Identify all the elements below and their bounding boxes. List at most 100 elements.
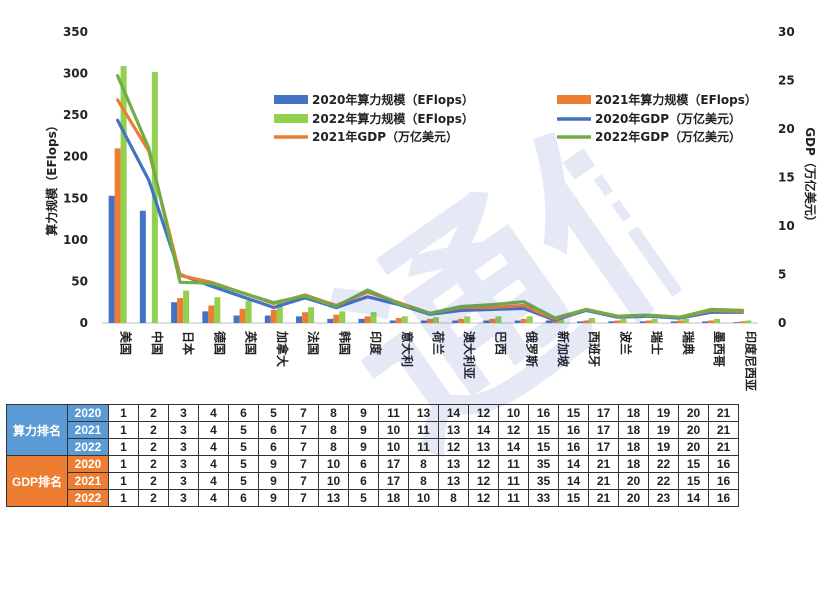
rank-cell: 4 — [198, 438, 229, 456]
rank-cell: 11 — [498, 455, 529, 473]
bar-2020年算力规模（EFlops） — [514, 320, 521, 323]
rank-cell: 20 — [678, 421, 709, 439]
rank-cell: 22 — [648, 455, 679, 473]
rank-cell: 9 — [258, 455, 289, 473]
bar-2020年算力规模（EFlops） — [483, 320, 490, 323]
rank-cell: 7 — [288, 421, 319, 439]
rank-cell: 7 — [288, 472, 319, 490]
rank-cell: 14 — [678, 489, 709, 507]
bar-2022年算力规模（EFlops） — [714, 318, 721, 323]
bar-2020年算力规模（EFlops） — [452, 320, 459, 323]
bar-2020年算力规模（EFlops） — [202, 311, 209, 323]
rank-cell: 9 — [258, 489, 289, 507]
rank-cell: 8 — [318, 438, 349, 456]
bar-2021年算力规模（EFlops） — [458, 318, 465, 323]
line-2022年GDP（万亿美元） — [115, 74, 745, 320]
rank-cell: 9 — [258, 472, 289, 490]
rank-cell: 7 — [288, 455, 319, 473]
rank-cell: 19 — [648, 438, 679, 456]
rank-cell: 13 — [438, 472, 469, 490]
category-label: 加拿大 — [275, 330, 290, 367]
bar-2022年算力规模（EFlops） — [682, 318, 689, 323]
bar-2021年算力规模（EFlops） — [208, 305, 215, 323]
bar-2021年算力规模（EFlops） — [364, 316, 371, 323]
bar-2022年算力规模（EFlops） — [557, 318, 564, 323]
rank-cell: 13 — [408, 404, 439, 422]
rank-cell: 15 — [678, 472, 709, 490]
bar-2020年算力规模（EFlops） — [327, 318, 334, 323]
rank-cell: 2 — [138, 489, 169, 507]
rank-cell: 10 — [318, 472, 349, 490]
rank-cell: 21 — [708, 421, 739, 439]
legend-label: 2021年GDP（万亿美元） — [312, 129, 458, 144]
rank-cell: 9 — [348, 421, 379, 439]
bar-2022年算力规模（EFlops） — [214, 297, 221, 323]
left-tick-label: 50 — [71, 274, 88, 288]
rank-cell: 4 — [198, 421, 229, 439]
bar-2022年算力规模（EFlops） — [495, 316, 502, 323]
category-label: 荷兰 — [431, 330, 446, 355]
bar-2022年算力规模（EFlops） — [245, 300, 252, 323]
right-tick-label: 15 — [778, 171, 795, 185]
rank-cell: 15 — [558, 404, 589, 422]
rank-cell: 19 — [648, 404, 679, 422]
category-label: 英国 — [244, 331, 259, 355]
right-tick-label: 5 — [778, 268, 786, 282]
legend-swatch — [274, 95, 308, 104]
bar-2020年算力规模（EFlops） — [702, 321, 709, 323]
rank-cell: 1 — [108, 421, 139, 439]
rank-cell: 11 — [498, 489, 529, 507]
bar-2021年算力规模（EFlops） — [520, 318, 527, 323]
rank-cell: 6 — [258, 438, 289, 456]
bar-2021年算力规模（EFlops） — [177, 298, 184, 323]
bar-2021年算力规模（EFlops） — [239, 308, 246, 323]
right-tick-label: 30 — [778, 25, 795, 39]
rank-cell: 17 — [588, 404, 619, 422]
bar-2022年算力规模（EFlops） — [526, 316, 533, 323]
rank-cell: 2 — [138, 472, 169, 490]
rank-cell: 8 — [408, 455, 439, 473]
rank-cell: 21 — [708, 438, 739, 456]
bar-2020年算力规模（EFlops） — [608, 321, 615, 323]
year-cell: 2021 — [67, 472, 109, 490]
right-tick-label: 20 — [778, 122, 795, 136]
rank-cell: 35 — [528, 455, 559, 473]
rank-cell: 17 — [588, 438, 619, 456]
rank-cell: 21 — [588, 489, 619, 507]
bar-2021年算力规模（EFlops） — [395, 318, 402, 323]
rank-cell: 10 — [378, 438, 409, 456]
rank-cell: 10 — [378, 421, 409, 439]
rank-cell: 20 — [678, 404, 709, 422]
bar-2021年算力规模（EFlops） — [270, 309, 277, 323]
rank-cell: 5 — [348, 489, 379, 507]
category-label: 西班牙 — [587, 331, 602, 367]
bar-2020年算力规模（EFlops） — [639, 321, 646, 323]
rank-cell: 9 — [348, 438, 379, 456]
legend-label: 2022年算力规模（EFlops） — [312, 111, 474, 126]
category-label: 印度 — [369, 331, 384, 356]
rank-table: 算力排名 2020 1 2 3 4 6 5 7 8 9 11 13 14 12 10 16 15 17 18 19 20 2… — [6, 404, 739, 507]
rank-cell: 15 — [528, 421, 559, 439]
rank-cell: 3 — [168, 455, 199, 473]
legend-swatch — [274, 114, 308, 123]
category-label: 韩国 — [337, 331, 352, 355]
category-label: 巴西 — [493, 331, 507, 355]
bar-2021年算力规模（EFlops） — [583, 320, 590, 323]
rank-cell: 14 — [468, 421, 499, 439]
rank-cell: 3 — [168, 421, 199, 439]
year-cell: 2022 — [67, 438, 109, 456]
rank-cell: 17 — [378, 455, 409, 473]
rank-cell: 1 — [108, 472, 139, 490]
rank-cell: 2 — [138, 438, 169, 456]
left-tick-label: 250 — [63, 108, 88, 122]
rank-cell: 17 — [378, 472, 409, 490]
rank-cell: 10 — [498, 404, 529, 422]
rank-cell: 22 — [648, 472, 679, 490]
group-label: 算力排名 — [6, 404, 68, 456]
rank-cell: 1 — [108, 404, 139, 422]
bar-2022年算力规模（EFlops） — [464, 316, 471, 323]
legend-label: 2020年GDP（万亿美元） — [595, 111, 741, 126]
left-axis-title: 算力规模（EFlops） — [44, 119, 59, 236]
right-tick-label: 25 — [778, 74, 795, 88]
left-tick-label: 300 — [63, 67, 88, 81]
